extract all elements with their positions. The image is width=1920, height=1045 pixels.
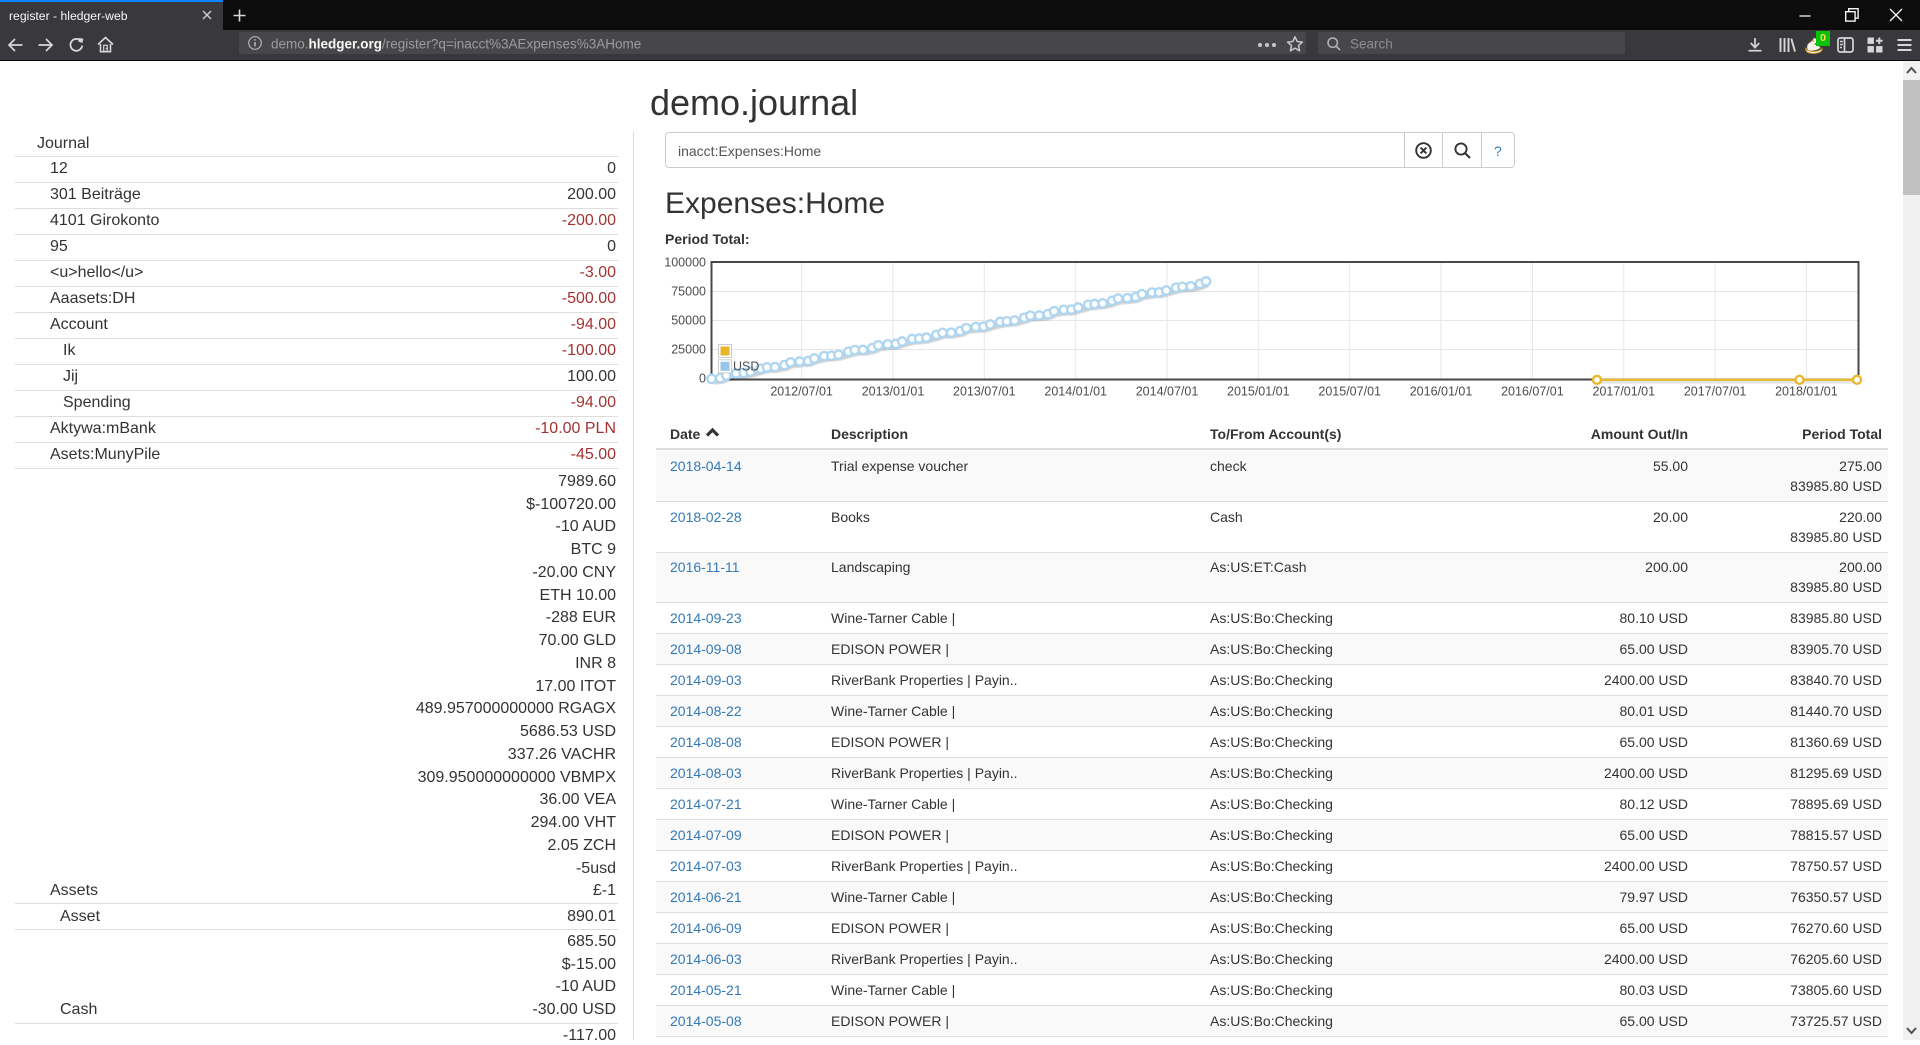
svg-text:2015/01/01: 2015/01/01: [1227, 385, 1290, 399]
svg-text:2015/07/01: 2015/07/01: [1318, 385, 1381, 399]
svg-text:2013/01/01: 2013/01/01: [862, 385, 925, 399]
svg-text:2018/01/01: 2018/01/01: [1775, 385, 1838, 399]
svg-text:2017/07/01: 2017/07/01: [1684, 385, 1747, 399]
svg-text:2016/07/01: 2016/07/01: [1501, 385, 1564, 399]
svg-text:2017/01/01: 2017/01/01: [1593, 385, 1656, 399]
svg-text:2013/07/01: 2013/07/01: [953, 385, 1016, 399]
svg-text:2016/01/01: 2016/01/01: [1410, 385, 1473, 399]
svg-text:USD: USD: [733, 360, 759, 374]
svg-text:25000: 25000: [671, 343, 706, 357]
svg-text:0: 0: [699, 372, 706, 386]
svg-text:2014/07/01: 2014/07/01: [1136, 385, 1199, 399]
svg-text:2012/07/01: 2012/07/01: [770, 385, 833, 399]
svg-text:50000: 50000: [671, 314, 706, 328]
svg-text:75000: 75000: [671, 285, 706, 299]
svg-text:2014/01/01: 2014/01/01: [1044, 385, 1107, 399]
svg-text:100000: 100000: [664, 256, 706, 270]
